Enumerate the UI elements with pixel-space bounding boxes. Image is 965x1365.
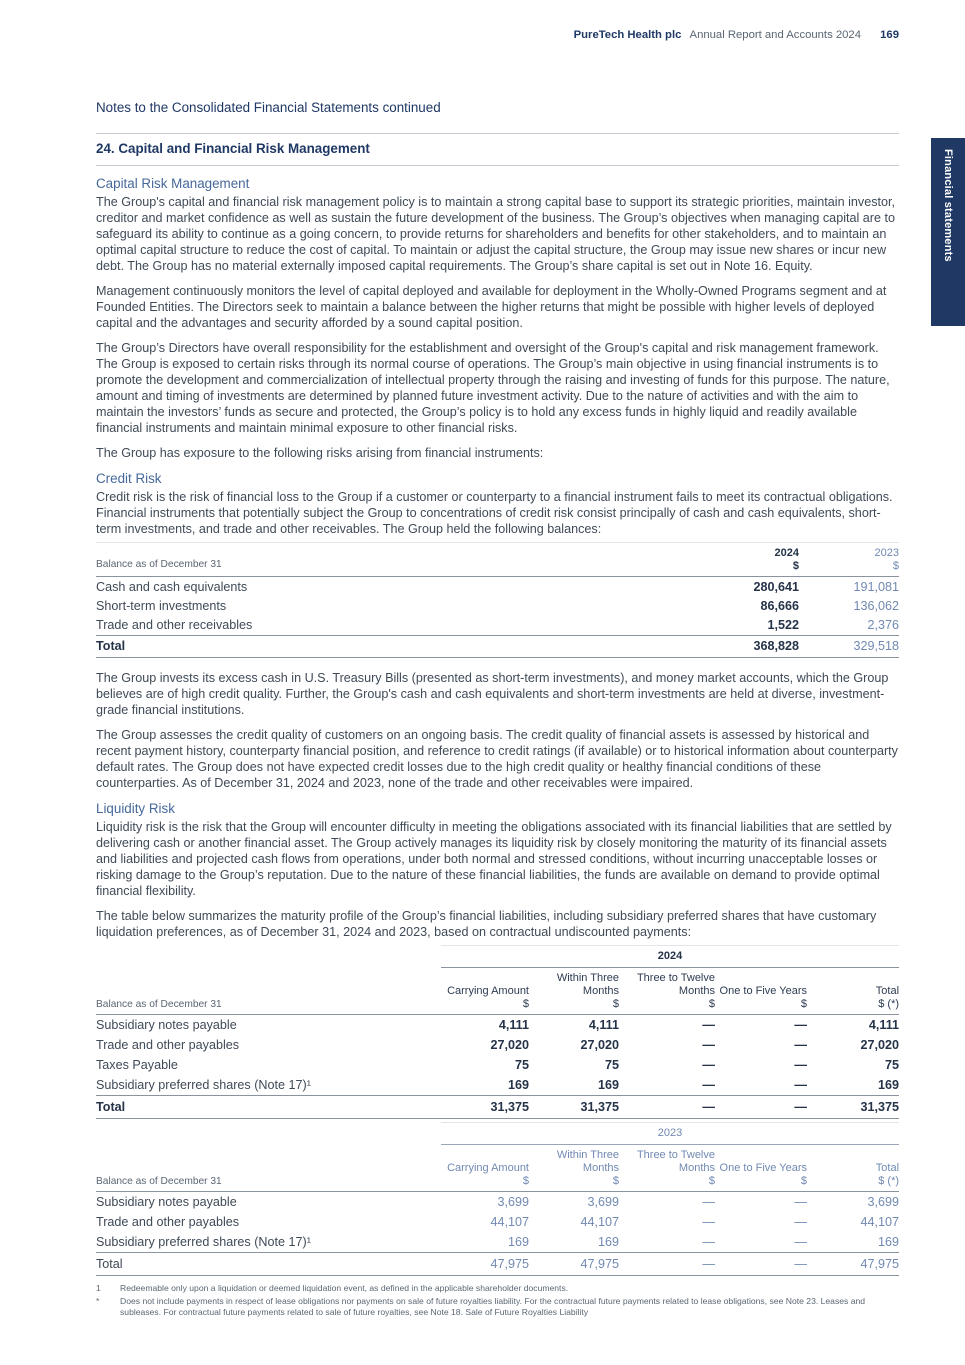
report-title: Annual Report and Accounts 2024 — [689, 29, 861, 41]
section-tab-financial-statements: Financial statements — [931, 138, 965, 326]
footnote-marker: 1 — [96, 1282, 101, 1293]
col-2024-year: 2024 — [774, 547, 799, 559]
table-row: Subsidiary notes payable 3,699 3,699 — —… — [96, 1191, 899, 1212]
balances-col-2024: 2024 $ — [699, 547, 799, 573]
col-2023-year: 2023 — [874, 547, 899, 559]
row-label: Subsidiary preferred shares (Note 17)¹ — [96, 1234, 311, 1249]
table-row: Trade and other receivables 1,522 2,376 — [96, 615, 899, 634]
liquidity-risk-paragraph-1: Liquidity risk is the risk that the Grou… — [96, 819, 892, 898]
capital-risk-paragraph-1: The Group's capital and financial risk m… — [96, 195, 896, 273]
table-row: Cash and cash equivalents 280,641 191,08… — [96, 577, 899, 596]
row-label: Short-term investments — [96, 598, 227, 613]
value-2024: 280,641 — [753, 579, 799, 594]
maturity-table-2023: 2023 Balance as of December 31 Carrying … — [96, 1121, 900, 1276]
divider — [96, 133, 899, 134]
row-label: Subsidiary notes payable — [96, 1017, 237, 1032]
col-three-to-twelve-months: Three to Twelve Months $ — [619, 1144, 715, 1192]
footnotes: 1 Redeemable only upon a liquidation or … — [96, 1283, 899, 1319]
credit-risk-paragraph-3: The Group assesses the credit quality of… — [96, 727, 898, 790]
capital-risk-heading: Capital Risk Management — [96, 176, 250, 191]
total-2024: 368,828 — [753, 639, 799, 654]
total-label: Total — [96, 1094, 441, 1119]
footnote-1: 1 Redeemable only upon a liquidation or … — [96, 1283, 899, 1294]
maturity-table-2024: 2024 Balance as of December 31 Carrying … — [96, 944, 900, 1119]
column-header-row: Balance as of December 31 Carrying Amoun… — [96, 1144, 900, 1192]
table-row: Trade and other payables 27,020 27,020 —… — [96, 1035, 899, 1055]
company-name: PureTech Health plc — [573, 29, 682, 41]
row-label: Subsidiary notes payable — [96, 1194, 237, 1209]
col-within-three-months: Within Three Months $ — [529, 1144, 619, 1192]
table-row: Subsidiary preferred shares (Note 17)¹ 1… — [96, 1075, 899, 1096]
capital-risk-paragraph-2: Management continuously monitors the lev… — [96, 284, 887, 330]
year-spanner-row: 2023 — [96, 1121, 900, 1145]
total-2023: 329,518 — [853, 639, 899, 654]
risk-exposure-intro: The Group has exposure to the following … — [96, 446, 544, 460]
footnote-marker: * — [96, 1295, 100, 1306]
table-row: Subsidiary notes payable 4,111 4,111 — —… — [96, 1014, 899, 1035]
row-label: Taxes Payable — [96, 1057, 178, 1072]
balances-col-2023: 2023 $ — [799, 547, 899, 573]
balances-row-header: Balance as of December 31 — [96, 559, 222, 570]
maturity-2023-row-header: Balance as of December 31 — [96, 1144, 441, 1192]
table-total-row: Total 31,375 31,375 — — 31,375 — [96, 1094, 900, 1119]
col-total: Total $ (*) — [807, 1144, 900, 1192]
total-label: Total — [96, 1251, 441, 1276]
year-spanner-row: 2024 — [96, 944, 900, 968]
value-2024: 86,666 — [760, 598, 799, 613]
value-2023: 2,376 — [867, 617, 899, 632]
col-carrying-amount: Carrying Amount $ — [441, 1144, 529, 1192]
row-label: Cash and cash equivalents — [96, 579, 248, 594]
value-2024: 1,522 — [767, 617, 799, 632]
liquidity-risk-paragraph-2: The table below summarizes the maturity … — [96, 908, 877, 939]
col-three-to-twelve-months: Three to Twelve Months $ — [619, 967, 715, 1015]
value-2023: 191,081 — [853, 579, 899, 594]
col-carrying-amount: Carrying Amount $ — [441, 967, 529, 1015]
maturity-2024-row-header: Balance as of December 31 — [96, 967, 441, 1015]
table-row: Trade and other payables 44,107 44,107 —… — [96, 1212, 899, 1232]
credit-risk-paragraph-2: The Group invests its excess cash in U.S… — [96, 670, 889, 717]
row-label: Trade and other receivables — [96, 617, 253, 632]
row-label: Subsidiary preferred shares (Note 17)¹ — [96, 1077, 311, 1092]
col-2024-unit: $ — [792, 560, 799, 572]
balances-table-header: Balance as of December 31 2024 $ 2023 $ — [96, 542, 899, 577]
page-number: 169 — [880, 29, 899, 41]
table-row: Taxes Payable 75 75 — — 75 — [96, 1055, 899, 1075]
note-24-title: 24. Capital and Financial Risk Managemen… — [96, 141, 370, 156]
section-tab-label: Financial statements — [942, 149, 954, 262]
notes-title: Notes to the Consolidated Financial Stat… — [96, 100, 441, 115]
year-spanner-2023: 2023 — [441, 1121, 900, 1145]
col-one-to-five-years: One to Five Years $ — [715, 967, 807, 1015]
value-2023: 136,062 — [853, 598, 899, 613]
liquidity-risk-heading: Liquidity Risk — [96, 800, 175, 816]
table-total-row: Total 47,975 47,975 — — 47,975 — [96, 1251, 900, 1276]
footnote-asterisk: * Does not include payments in respect o… — [96, 1296, 899, 1318]
balances-table: Balance as of December 31 2024 $ 2023 $ … — [96, 542, 899, 658]
row-label: Trade and other payables — [96, 1037, 240, 1052]
table-total-row: Total 368,828 329,518 — [96, 634, 899, 658]
page-header: PureTech Health plc Annual Report and Ac… — [574, 29, 899, 41]
col-within-three-months: Within Three Months $ — [529, 967, 619, 1015]
credit-risk-paragraph-1: Credit risk is the risk of financial los… — [96, 490, 893, 536]
page-content: Notes to the Consolidated Financial Stat… — [96, 0, 900, 1320]
table-row: Subsidiary preferred shares (Note 17)¹ 1… — [96, 1232, 899, 1253]
credit-risk-heading: Credit Risk — [96, 471, 162, 486]
year-spanner-2024: 2024 — [441, 944, 900, 968]
footnote-text: Does not include payments in respect of … — [120, 1295, 866, 1317]
total-label: Total — [96, 639, 126, 654]
divider — [96, 165, 899, 166]
footnote-text: Redeemable only upon a liquidation or de… — [120, 1282, 569, 1293]
column-header-row: Balance as of December 31 Carrying Amoun… — [96, 967, 900, 1015]
table-row: Short-term investments 86,666 136,062 — [96, 596, 899, 615]
capital-risk-paragraph-3: The Group’s Directors have overall respo… — [96, 341, 890, 435]
col-total: Total $ (*) — [807, 967, 900, 1015]
col-one-to-five-years: One to Five Years $ — [715, 1144, 807, 1192]
row-label: Trade and other payables — [96, 1214, 240, 1229]
col-2023-unit: $ — [892, 560, 899, 572]
